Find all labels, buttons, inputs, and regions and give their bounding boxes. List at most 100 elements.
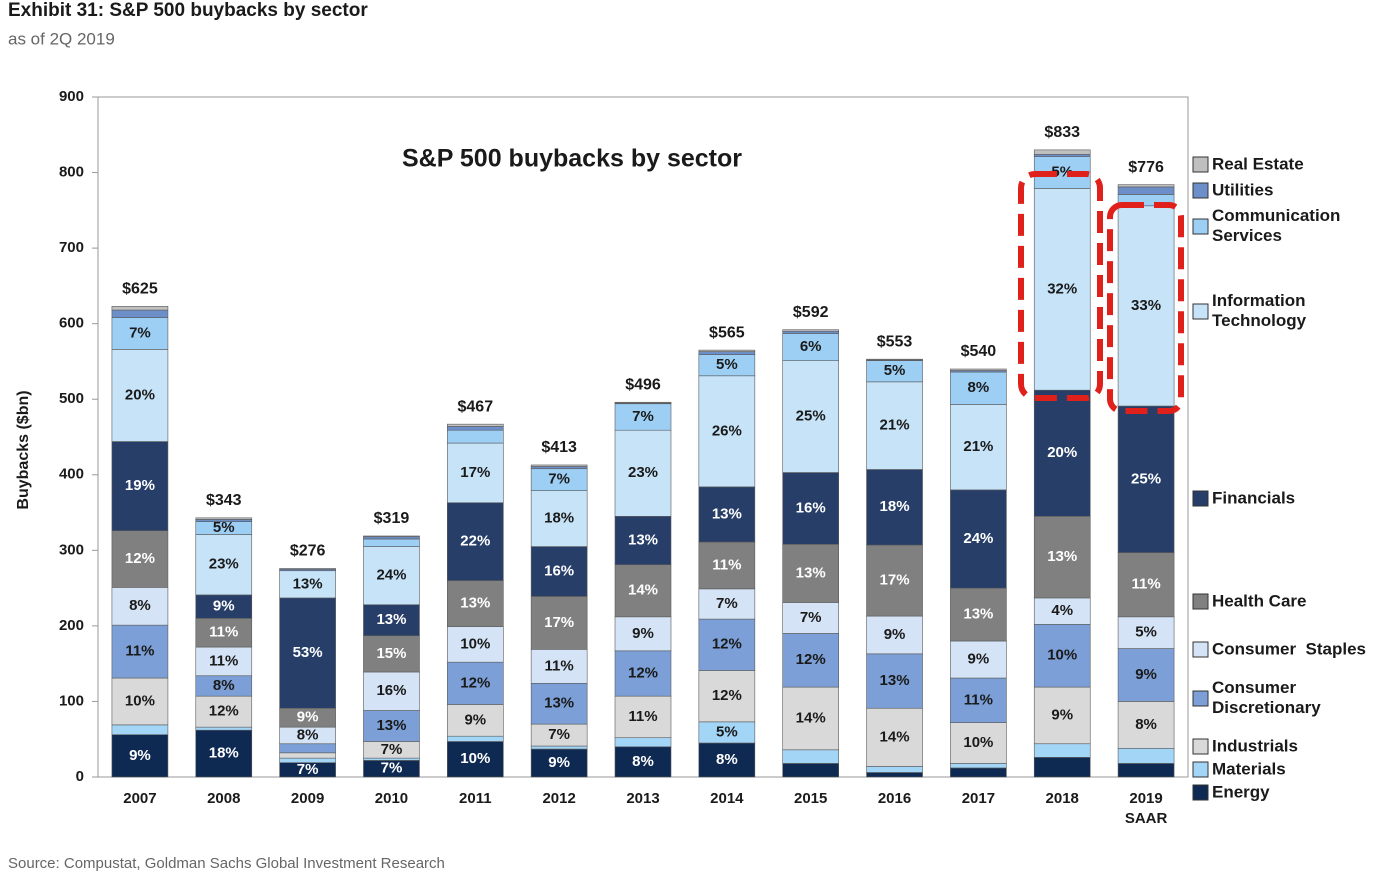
bar-segment	[530, 683, 588, 725]
bar-segment	[279, 597, 336, 709]
segment-label: 18%	[880, 498, 910, 515]
total-label: $276	[290, 543, 326, 560]
bar-segment	[782, 329, 839, 332]
x-tick-label: 2019 SAAR	[1125, 790, 1168, 827]
bar-segment	[111, 317, 169, 350]
total-label: $343	[206, 492, 242, 509]
bar-segment	[279, 570, 336, 599]
segment-label: 5%	[213, 519, 235, 536]
bar-segment	[195, 517, 253, 520]
segment-label: 12%	[628, 664, 658, 681]
segment-label: 23%	[628, 464, 658, 481]
bar-segment	[279, 743, 336, 754]
segment-label: 9%	[297, 709, 319, 726]
bar-segment	[530, 546, 588, 597]
x-tick-label: 2017	[962, 790, 995, 807]
segment-label: 23%	[209, 556, 239, 573]
segment-label: 19%	[125, 477, 155, 494]
bar-segment	[614, 746, 672, 778]
bar-segment	[950, 722, 1007, 764]
segment-label: 5%	[1135, 624, 1157, 641]
bar-segment	[1033, 757, 1091, 778]
bar-segment	[698, 351, 756, 355]
total-label: $565	[709, 324, 745, 341]
bar-segment	[530, 745, 588, 750]
legend-swatch	[1192, 156, 1209, 173]
segment-label: 11%	[209, 624, 238, 641]
legend-swatch	[1192, 593, 1209, 610]
bar-segment	[866, 381, 923, 470]
segment-label: 11%	[964, 691, 993, 708]
bar-segment	[363, 536, 420, 540]
bar-segment	[111, 309, 169, 318]
y-tick-label: 0	[76, 768, 84, 785]
bar-segment	[866, 707, 923, 767]
segment-label: 5%	[716, 723, 738, 740]
segment-label: 17%	[544, 614, 574, 631]
segment-label: 10%	[460, 750, 490, 767]
bar-segment	[1033, 188, 1091, 391]
bar-segment	[1117, 616, 1175, 649]
segment-label: 8%	[716, 751, 738, 768]
legend-swatch	[1192, 182, 1209, 199]
bar-segment	[363, 710, 420, 742]
bar-segment	[782, 686, 839, 751]
total-label: $776	[1128, 159, 1164, 176]
bar-segment	[363, 757, 420, 761]
segment-label: 5%	[716, 356, 738, 373]
header: Exhibit 31: S&P 500 buybacks by sector	[8, 0, 368, 21]
segment-label: 24%	[376, 567, 406, 584]
segment-label: 21%	[963, 438, 993, 455]
bar-segment	[530, 466, 588, 470]
segment-label: 10%	[125, 692, 155, 709]
segment-label: 7%	[381, 741, 403, 758]
segment-label: 9%	[1135, 666, 1157, 683]
bar-segment	[866, 358, 923, 361]
bar-segment	[447, 580, 504, 627]
y-tick-label: 900	[59, 88, 84, 105]
bar-segment	[950, 640, 1007, 679]
segment-label: 4%	[1051, 602, 1073, 619]
highlight-box	[1018, 171, 1103, 401]
bar-segment	[363, 546, 420, 606]
y-tick-label: 800	[59, 164, 84, 181]
y-tick-label: 400	[59, 466, 84, 483]
segment-label: 8%	[1135, 716, 1157, 733]
y-tick-label: 300	[59, 541, 84, 558]
chart-title: S&P 500 buybacks by sector	[402, 145, 742, 173]
bar-segment	[866, 766, 923, 773]
bar-segment	[195, 534, 253, 596]
source: Source: Compustat, Goldman Sachs Global …	[8, 855, 445, 872]
legend-label: Real Estate	[1212, 154, 1304, 173]
bar-segment	[950, 489, 1007, 589]
bar-segment	[195, 729, 253, 778]
segment-label: 8%	[968, 379, 990, 396]
bar-segment	[447, 423, 504, 427]
legend-swatch	[1192, 761, 1209, 778]
legend-swatch	[1192, 690, 1209, 707]
bar-segment	[698, 541, 756, 590]
segment-label: 33%	[1131, 297, 1161, 314]
bar-segment	[111, 587, 169, 626]
legend-swatch	[1192, 641, 1209, 658]
segment-label: 12%	[460, 674, 490, 691]
segment-label: 16%	[376, 682, 406, 699]
total-label: $496	[625, 376, 661, 393]
segment-label: 13%	[796, 564, 826, 581]
segment-label: 13%	[963, 606, 993, 623]
bar-segment	[614, 429, 672, 517]
segment-label: 15%	[376, 645, 406, 662]
bar-segment	[447, 442, 504, 504]
segment-label: 17%	[880, 572, 910, 589]
x-tick-label: 2010	[375, 790, 408, 807]
bar-segment	[363, 635, 420, 673]
segment-label: 24%	[963, 530, 993, 547]
segment-label: 8%	[129, 597, 151, 614]
segment-label: 13%	[376, 717, 406, 734]
bar-segment	[1117, 648, 1175, 702]
bar-segment	[530, 464, 588, 467]
segment-label: 11%	[125, 643, 154, 660]
total-label: $553	[877, 333, 913, 350]
segment-label: 32%	[1047, 280, 1077, 297]
bar-segment	[1033, 624, 1091, 688]
